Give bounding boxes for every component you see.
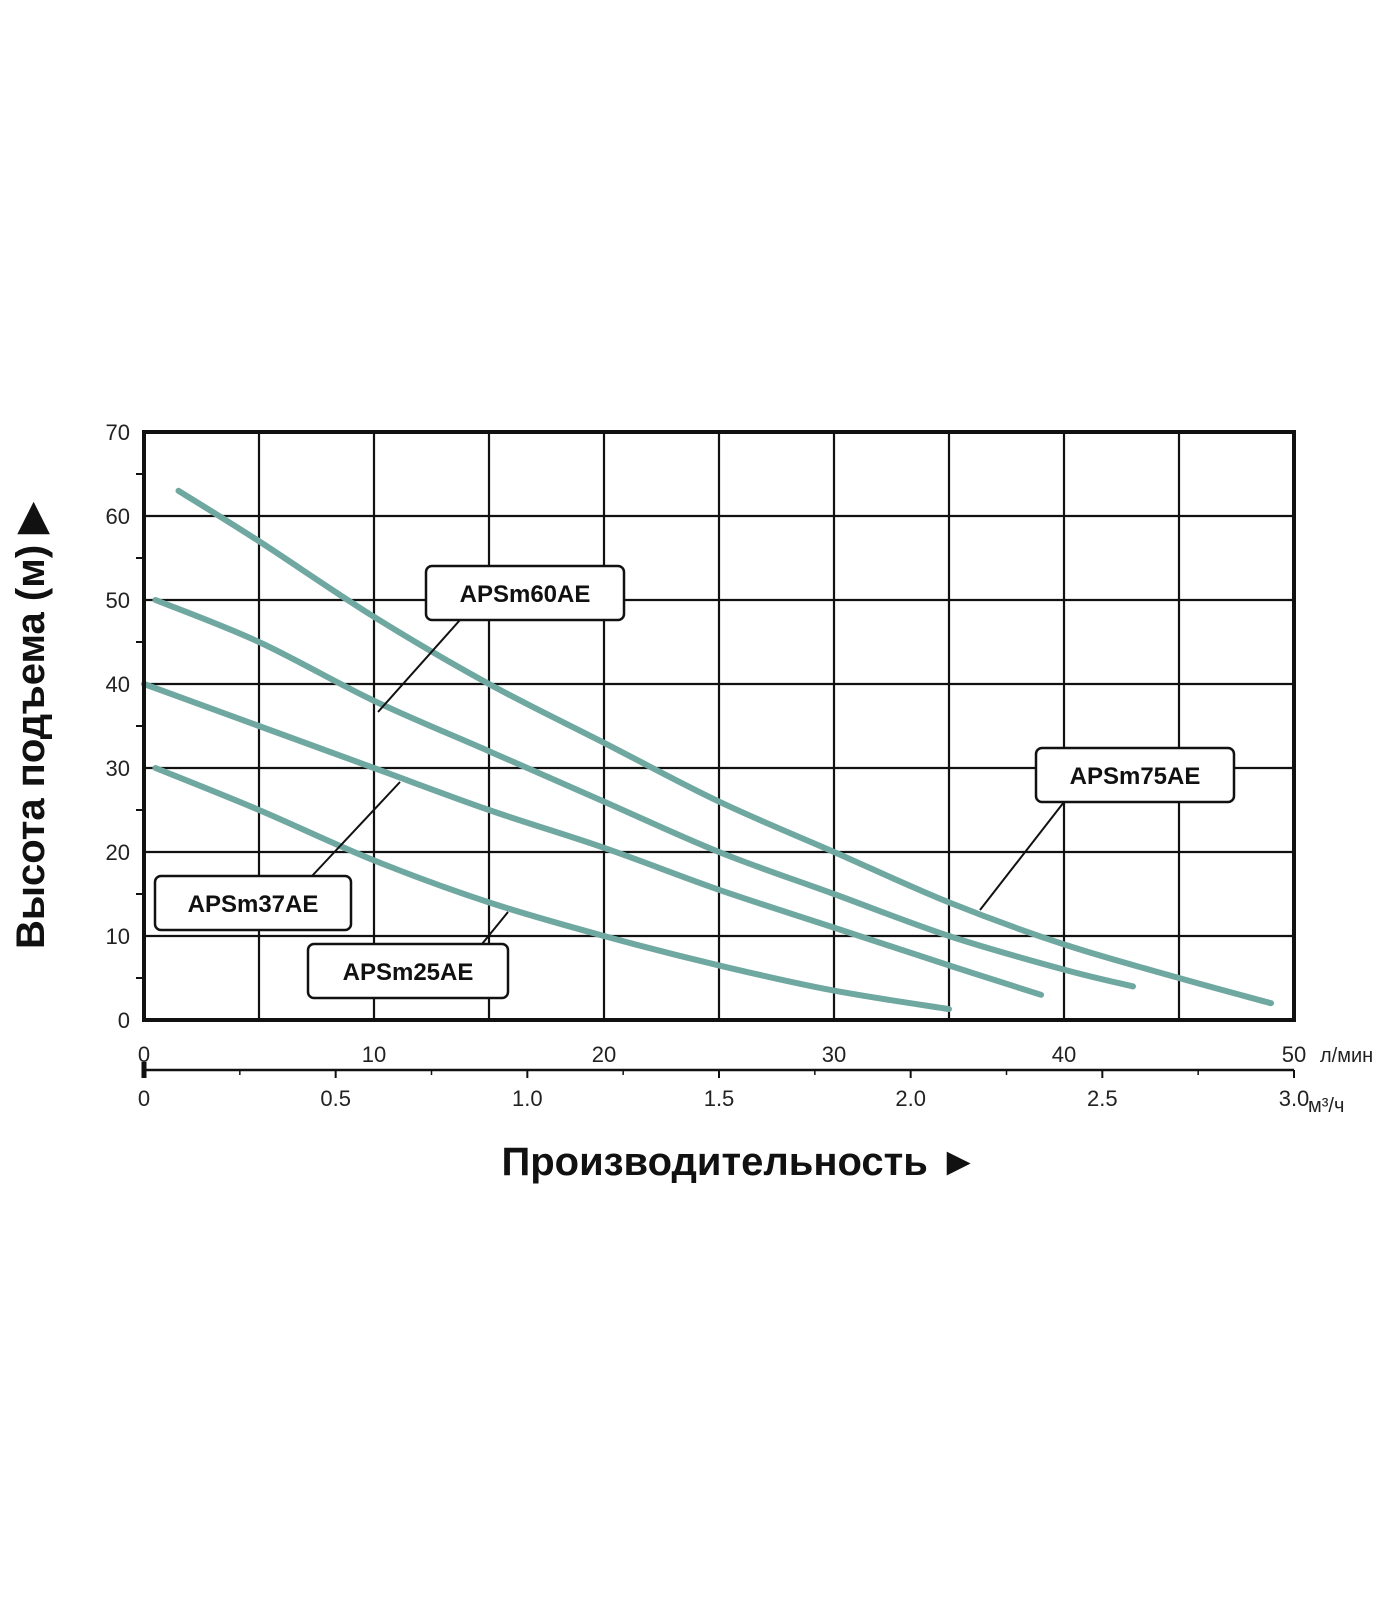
- series-label: APSm60AE: [460, 581, 591, 608]
- y-axis-title: Высота подъема (м) ▶: [9, 501, 53, 949]
- callout-apsm25ae: APSm25AE: [306, 911, 510, 1000]
- x2-tick-label: 1.5: [704, 1086, 735, 1111]
- callout-box: [1034, 746, 1236, 804]
- performance-curves: [141, 487, 1274, 1013]
- leader-line: [311, 781, 401, 877]
- x2-tick-label: 0.5: [320, 1086, 351, 1111]
- model-callouts: APSm60AE APSm75AE APSm37AE APSm25AE: [153, 564, 1236, 1000]
- x-tick-label: 10: [362, 1042, 386, 1067]
- x-tick-label: 30: [822, 1042, 846, 1067]
- callout-apsm37ae: APSm37AE: [153, 781, 401, 932]
- x-tick-label: 40: [1052, 1042, 1076, 1067]
- x2-unit-label: м³/ч: [1308, 1095, 1344, 1117]
- x-unit-label: л/мин: [1320, 1045, 1373, 1067]
- series-label: APSm25AE: [343, 959, 474, 986]
- y-tick-label: 20: [106, 840, 130, 865]
- leader-line: [979, 801, 1065, 911]
- curve-apsm60ae: [152, 597, 1136, 990]
- curve-apsm37ae: [141, 681, 1044, 998]
- callout-box: [306, 942, 510, 1000]
- curve-apsm75ae: [175, 487, 1274, 1007]
- callout-apsm75ae: APSm75AE: [979, 746, 1236, 911]
- x2-tick-label: 2.5: [1087, 1086, 1118, 1111]
- x-tick-labels: 0 10 20 30 40 50: [138, 1042, 1306, 1067]
- x-axis-title: Производительность ►: [501, 1140, 978, 1184]
- grid: [144, 432, 1294, 1020]
- y-tick-label: 60: [106, 504, 130, 529]
- y-tick-label: 50: [106, 588, 130, 613]
- callout-apsm60ae: APSm60AE: [377, 564, 626, 713]
- curve-apsm25ae: [152, 765, 952, 1013]
- callout-box: [153, 874, 353, 932]
- leader-line: [377, 619, 461, 713]
- series-label: APSm37AE: [188, 891, 319, 918]
- y-tick-label: 0: [118, 1008, 130, 1033]
- y-tick-label: 30: [106, 756, 130, 781]
- x-tick-label: 0: [138, 1042, 150, 1067]
- leader-line: [481, 911, 509, 945]
- y-tick-label: 10: [106, 924, 130, 949]
- x-tick-label: 20: [592, 1042, 616, 1067]
- x2-tick-label: 2.0: [895, 1086, 926, 1111]
- x-tick-label: 50: [1282, 1042, 1306, 1067]
- y-tick-labels: 0 10 20 30 40 50 60 70: [106, 420, 144, 1033]
- series-label: APSm75AE: [1070, 763, 1201, 790]
- x2-tick-label: 1.0: [512, 1086, 543, 1111]
- x2-tick-label: 0: [138, 1086, 150, 1111]
- x2-tick-label: 3.0: [1279, 1086, 1310, 1111]
- y-tick-label: 70: [106, 420, 130, 445]
- secondary-x-axis: 0 0.5 1.0 1.5 2.0 2.5 3.0: [138, 1062, 1309, 1111]
- callout-box: [424, 564, 626, 622]
- y-tick-label: 40: [106, 672, 130, 697]
